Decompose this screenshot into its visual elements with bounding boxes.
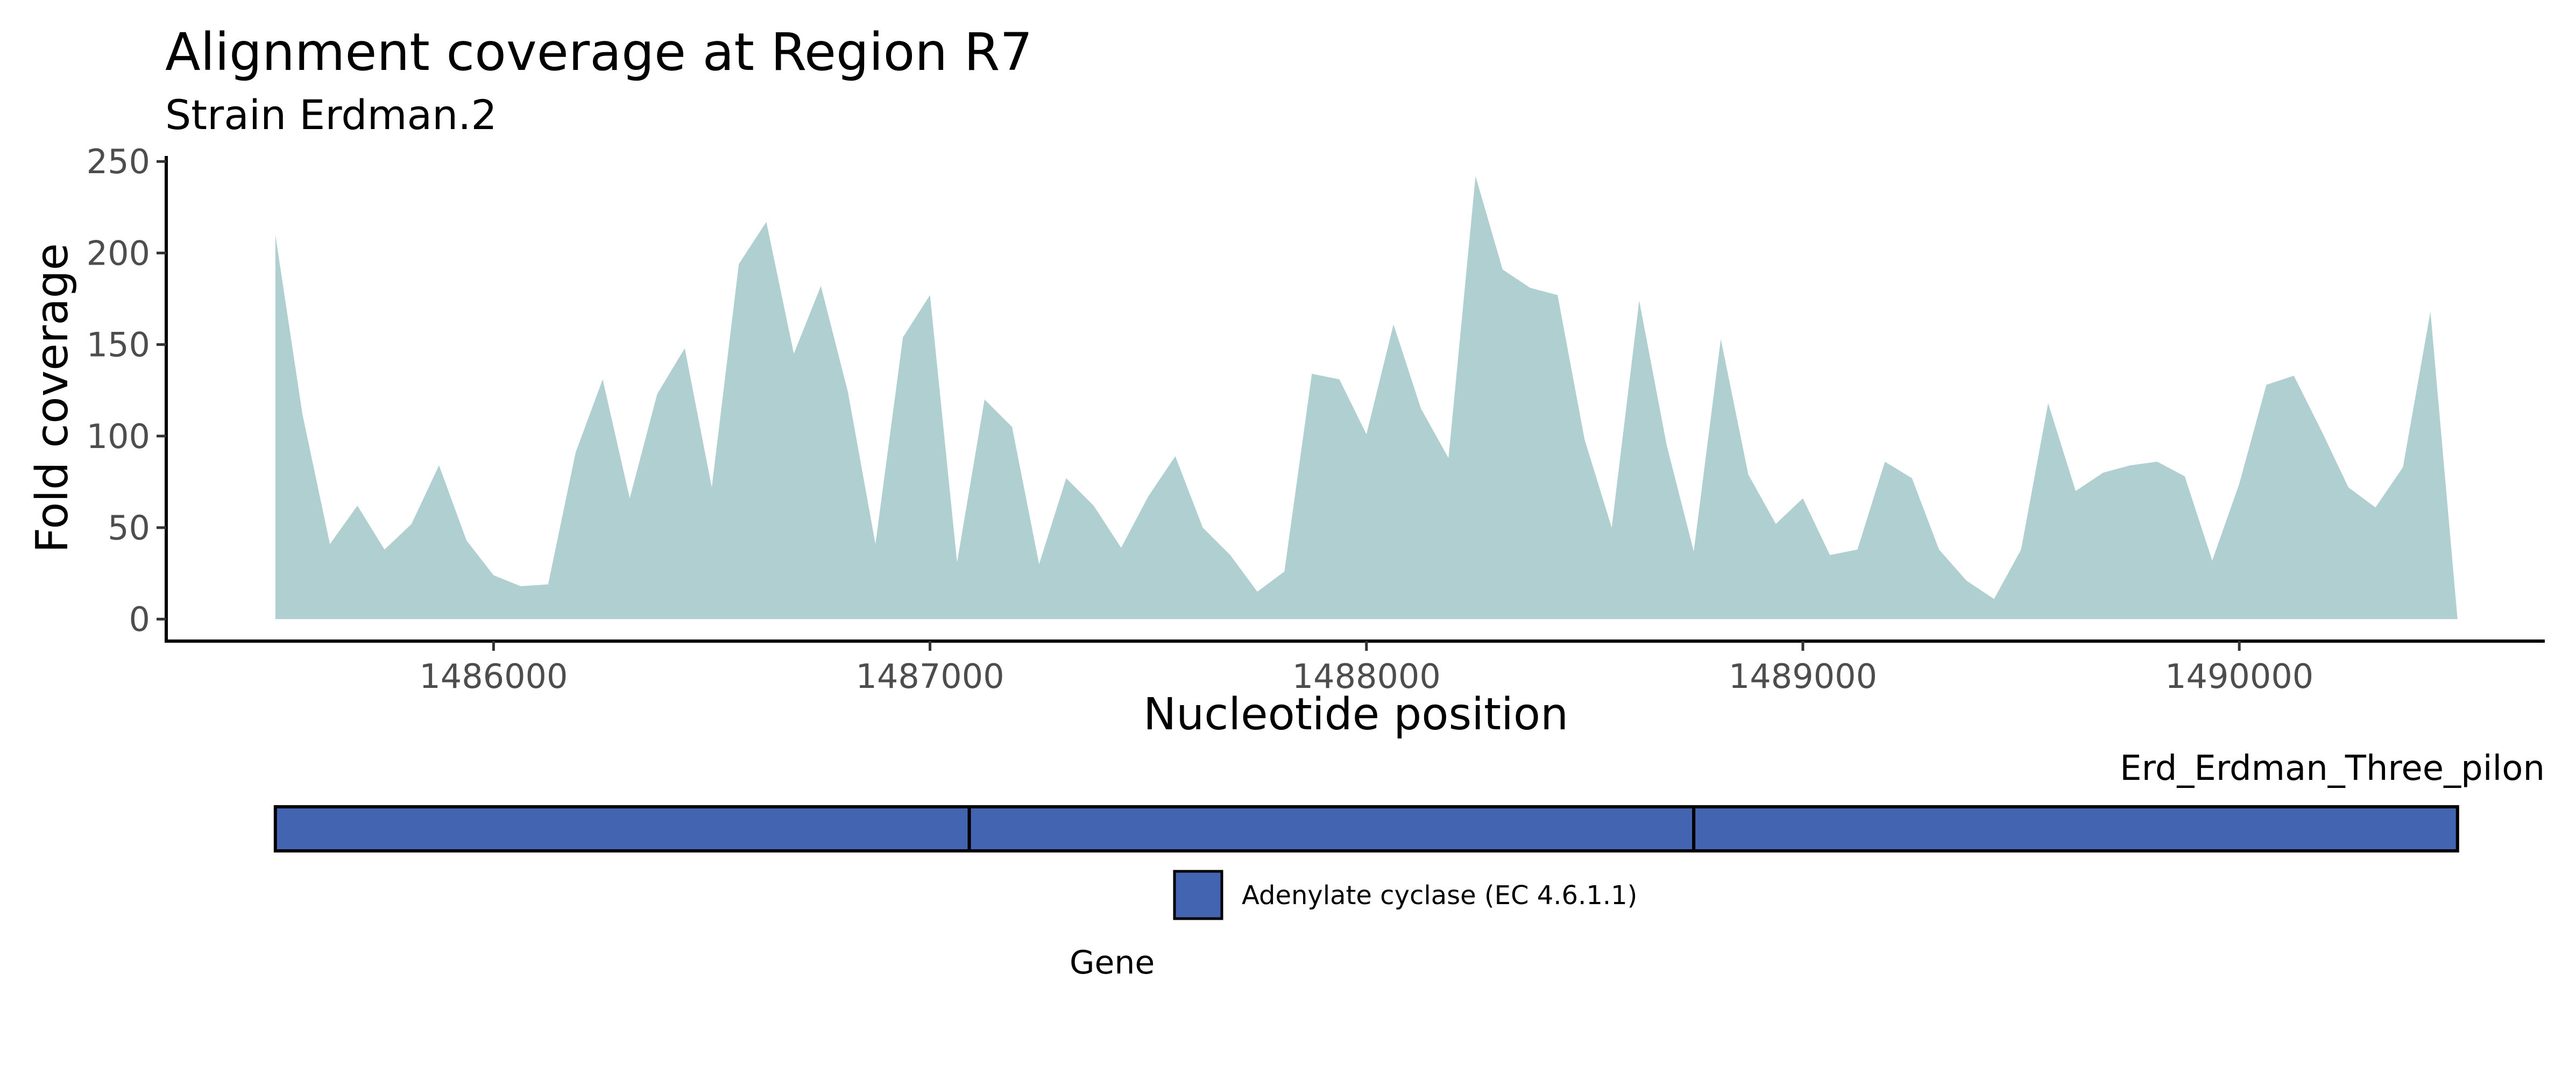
x-tick-label: 1487000 (856, 657, 1004, 696)
y-tick-label: 250 (87, 142, 150, 181)
coverage-area-layer (275, 176, 2458, 620)
legend-entry-label: Adenylate cyclase (EC 4.6.1.1) (1242, 880, 1637, 911)
x-tick-label: 1488000 (1292, 657, 1441, 696)
legend-title: Gene (1070, 944, 1155, 982)
x-tick-label: 1490000 (2165, 657, 2313, 696)
x-tick-label: 1489000 (1729, 657, 1877, 696)
gene-segment (273, 805, 971, 852)
y-tick-label: 150 (87, 325, 150, 365)
legend-swatch (1173, 870, 1223, 920)
y-tick-label: 100 (87, 417, 150, 456)
track-label: Erd_Erdman_Three_pilon (2120, 749, 2545, 788)
gene-segment (967, 805, 1696, 852)
legend: Adenylate cyclase (EC 4.6.1.1) Gene (1070, 870, 1637, 982)
y-tick-label: 50 (108, 508, 150, 548)
y-axis-title: Fold coverage (27, 243, 78, 553)
gene-segment (1692, 805, 2459, 852)
y-tick-label: 200 (87, 233, 150, 273)
chart-subtitle: Strain Erdman.2 (165, 91, 497, 139)
x-tick-label: 1486000 (419, 657, 568, 696)
y-axis-ticks: 0 50 100 150 200 250 (87, 142, 166, 639)
x-axis-ticks: 1486000 1487000 1488000 1489000 1490000 (419, 641, 2313, 696)
gene-track (273, 805, 2459, 852)
y-tick-label: 0 (129, 600, 150, 639)
chart-title: Alignment coverage at Region R7 (165, 22, 1033, 82)
x-axis-title: Nucleotide position (1143, 689, 1568, 740)
coverage-area (275, 176, 2458, 620)
